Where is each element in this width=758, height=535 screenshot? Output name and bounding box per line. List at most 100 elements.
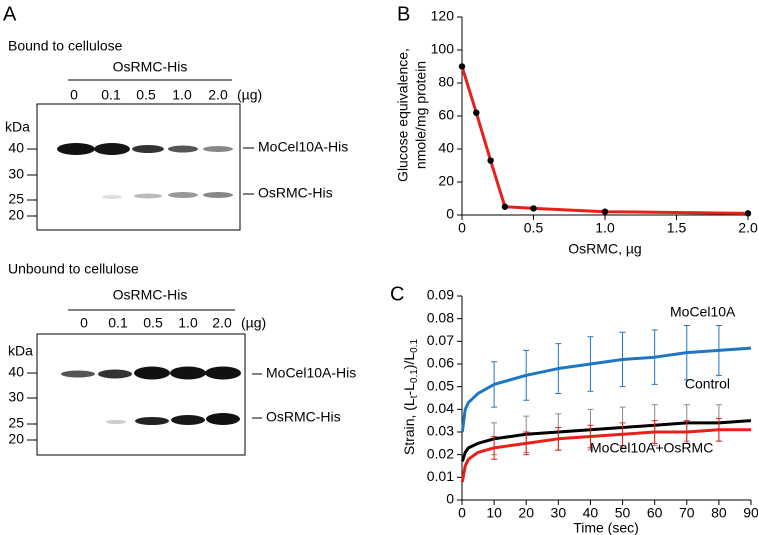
lane-label: 0.1 xyxy=(108,315,128,331)
blot-title: Unbound to cellulose xyxy=(8,261,139,277)
marker-label: 30 xyxy=(8,389,24,405)
marker-label: 20 xyxy=(8,431,24,447)
band-label: MoCel10A-His xyxy=(258,139,348,155)
y-tick-label: 100 xyxy=(431,41,455,57)
x-tick-label: 40 xyxy=(583,505,599,521)
y-tick-label: 0.08 xyxy=(427,309,454,325)
band-label: MoCel10A-His xyxy=(266,365,356,381)
y-tick-label: 0.05 xyxy=(427,377,454,393)
x-tick-label: 30 xyxy=(551,505,567,521)
marker-label: 40 xyxy=(8,140,24,156)
group-label: OsRMC-His xyxy=(113,59,188,75)
y-tick-label: 0.02 xyxy=(427,445,454,461)
lane-label: 2.0 xyxy=(208,87,228,103)
y-tick-label: 40 xyxy=(438,140,454,156)
x-tick-label: 80 xyxy=(711,505,727,521)
x-tick-label: 0 xyxy=(458,220,466,236)
lane-label: 0.1 xyxy=(101,87,121,103)
series xyxy=(458,63,752,217)
marker-label: 20 xyxy=(8,207,24,223)
x-tick-label: 50 xyxy=(615,505,631,521)
marker-ticks xyxy=(27,148,37,217)
x-axis-label: Time (sec) xyxy=(573,520,639,535)
lane-label: 0.5 xyxy=(143,315,163,331)
blot-unbound: Unbound to cellulose OsRMC-His 0 0.1 0.5… xyxy=(8,261,356,456)
x-tick-label: 2.0 xyxy=(738,220,758,236)
band-label: OsRMC-His xyxy=(258,185,333,201)
panel-letter: C xyxy=(390,283,404,305)
y-axis-label: Strain, (Lt-L0.1)/L0.1 xyxy=(401,338,420,455)
point xyxy=(487,157,494,164)
lane-label: 0 xyxy=(80,315,88,331)
x-tick-label: 1.0 xyxy=(595,220,615,236)
series-line xyxy=(460,346,752,433)
x-tick-label: 90 xyxy=(743,505,758,521)
blot-frame xyxy=(36,103,241,231)
lane-label: 2.0 xyxy=(212,315,232,331)
x-tick-label: 0 xyxy=(458,505,466,521)
group-label: OsRMC-His xyxy=(113,287,188,303)
y-axis-label-part: 0.1 xyxy=(409,369,420,383)
y-tick-label: 120 xyxy=(431,8,455,24)
y-axis-label: nmole/mg protein xyxy=(413,61,429,169)
y-axis-label: Glucose equivalence, xyxy=(395,48,411,182)
legend-label: Control xyxy=(685,376,730,392)
blot-frame xyxy=(36,333,246,456)
x-tick-label: 70 xyxy=(679,505,695,521)
bands xyxy=(61,366,241,425)
y-tick-label: 0.09 xyxy=(427,287,454,303)
y-axis-label-part: -L xyxy=(401,383,417,396)
y-tick-label: 20 xyxy=(438,173,454,189)
series xyxy=(460,417,751,483)
y-tick-label: 60 xyxy=(438,107,454,123)
y-tick-label: 0.06 xyxy=(427,355,454,371)
y-axis-label-part: Strain, (L xyxy=(401,398,417,455)
x-axis-label: OsRMC, µg xyxy=(568,241,641,257)
lane-label: 1.0 xyxy=(172,87,192,103)
unit-label: (µg) xyxy=(241,315,266,331)
marker-label: 30 xyxy=(8,166,24,182)
y-tick-label: 0.01 xyxy=(427,468,454,484)
legend-label: MoCel10A+OsRMC xyxy=(590,440,713,456)
kda-label: kDa xyxy=(5,119,30,135)
y-axis-label-part: )/L xyxy=(401,353,417,370)
legend-label: MoCel10A xyxy=(670,304,736,320)
y-tick-label: 0.03 xyxy=(427,423,454,439)
y-tick-label: 0 xyxy=(446,206,454,222)
point xyxy=(458,63,466,70)
lane-label: 1.0 xyxy=(178,315,198,331)
series-line xyxy=(460,428,751,483)
x-tick-label: 0.5 xyxy=(524,220,544,236)
unit-label: (µg) xyxy=(237,87,262,103)
y-tick-label: 0.07 xyxy=(427,332,454,348)
blot-title: Bound to cellulose xyxy=(8,38,123,54)
bands xyxy=(57,143,233,199)
marker-label: 25 xyxy=(8,415,24,431)
panel-letter: A xyxy=(3,3,17,25)
x-tick-label: 10 xyxy=(486,505,502,521)
marker-ticks xyxy=(27,372,37,441)
marker-label: 40 xyxy=(8,364,24,380)
y-axis-label-part: 0.1 xyxy=(409,338,420,352)
x-tick-label: 60 xyxy=(647,505,663,521)
blot-bound: Bound to cellulose OsRMC-His 0 0.1 0.5 1… xyxy=(5,38,348,231)
point xyxy=(601,208,609,215)
series xyxy=(460,324,752,433)
x-tick-label: 20 xyxy=(518,505,534,521)
band-label: OsRMC-His xyxy=(266,409,341,425)
lane-label: 0.5 xyxy=(136,87,156,103)
y-tick-label: 80 xyxy=(438,74,454,90)
point xyxy=(501,203,509,210)
y-tick-label: 0 xyxy=(446,491,454,507)
y-tick-label: 0.04 xyxy=(427,400,454,416)
y-axis-label-part: t xyxy=(409,395,420,398)
series-line xyxy=(460,66,749,215)
lane-label: 0 xyxy=(70,87,78,103)
panel-letter: B xyxy=(397,3,410,25)
x-tick-label: 1.5 xyxy=(667,220,687,236)
point xyxy=(530,205,537,212)
point xyxy=(473,109,480,116)
kda-label: kDa xyxy=(8,343,33,359)
marker-label: 25 xyxy=(8,191,24,207)
